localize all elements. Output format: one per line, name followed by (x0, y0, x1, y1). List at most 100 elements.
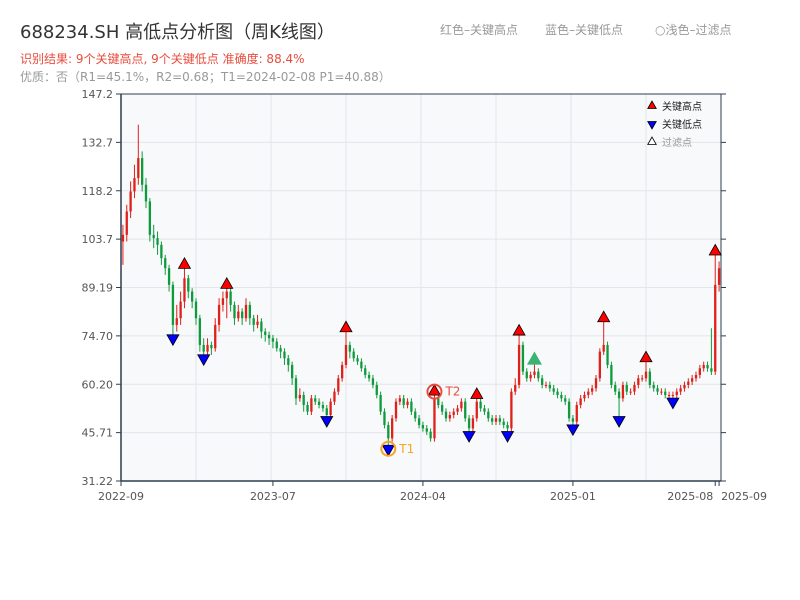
candle-body (633, 384, 636, 392)
key-high-marker (639, 350, 653, 363)
candle-body (714, 284, 717, 372)
candle-body (591, 388, 594, 392)
candle-body (664, 391, 667, 395)
candle (306, 401, 309, 415)
candle-body (183, 278, 186, 302)
candle (383, 408, 386, 429)
candle (433, 391, 436, 442)
candle-body (414, 411, 417, 419)
candle-body (441, 404, 444, 412)
y-tick-label: 31.22 (82, 475, 114, 488)
candle (656, 384, 659, 395)
y-tick-label: 132.7 (82, 136, 114, 149)
candle-body (233, 304, 236, 319)
candle (710, 328, 713, 375)
candle (456, 404, 459, 415)
x-tick-label: 2025-01 (550, 490, 596, 503)
y-tick-label: 60.20 (82, 378, 114, 391)
candle (333, 388, 336, 405)
y-tick-label: 147.2 (82, 88, 114, 101)
key-high-marker (177, 257, 192, 269)
candle-body (121, 234, 125, 242)
candle-body (606, 344, 609, 365)
y-tick-label: 103.7 (82, 233, 114, 246)
key-low-marker (666, 397, 680, 410)
candle (294, 374, 298, 405)
annotation-label-t1: T1 (398, 442, 414, 456)
key-high-marker (708, 243, 722, 256)
x-tick-label: 2023-07 (250, 490, 296, 503)
candle-body (598, 351, 601, 379)
candle-body (306, 404, 309, 412)
candle (641, 374, 644, 382)
candle-body (379, 394, 382, 412)
candle-body (429, 431, 432, 439)
candle (483, 404, 486, 415)
candle (502, 418, 505, 429)
candle-body (175, 318, 178, 325)
candle-body (221, 298, 225, 305)
key-high-marker (597, 310, 611, 323)
candle-body (425, 428, 428, 432)
x-tick-label: 2024-04 (400, 490, 446, 503)
candle (621, 381, 625, 402)
candle-body (525, 371, 528, 379)
candle (514, 378, 517, 395)
candle-body (629, 391, 632, 393)
candle-body (687, 381, 690, 385)
candle-body (537, 371, 540, 379)
candle-body (321, 404, 325, 409)
candle (583, 391, 586, 402)
candle-body (164, 258, 167, 269)
candle (175, 304, 178, 332)
candle-body (417, 418, 421, 426)
candle-body (464, 401, 467, 419)
candle (414, 408, 417, 422)
candle (279, 344, 282, 359)
candle-body (510, 391, 513, 429)
candle-body (487, 411, 490, 419)
candle-body (614, 384, 617, 392)
candle (594, 374, 598, 392)
filtered-point-marker (526, 351, 542, 365)
candle (191, 288, 194, 309)
candle (375, 381, 378, 399)
candle-body (444, 411, 448, 419)
candle-body (694, 374, 698, 379)
candle-body (548, 384, 551, 389)
candle-body (264, 331, 267, 335)
candle-body (625, 384, 628, 392)
candle (579, 394, 582, 409)
candle-body (252, 318, 255, 325)
candle-body (375, 384, 378, 395)
candle (156, 231, 159, 255)
candle (529, 371, 532, 382)
candle-body (717, 268, 721, 285)
candle (137, 124, 140, 185)
candle-body (583, 394, 586, 399)
candle (464, 398, 467, 422)
candle (164, 254, 167, 275)
candle (702, 361, 705, 372)
candle-body (241, 311, 244, 319)
candle (248, 301, 251, 325)
candle (683, 381, 686, 392)
candle (548, 381, 551, 392)
candle-body (594, 378, 598, 389)
candle (541, 374, 544, 389)
candle-body (214, 324, 217, 349)
candle (341, 361, 344, 382)
candle-body (206, 344, 209, 352)
candle (371, 374, 375, 389)
candle-body (521, 344, 525, 372)
candle-body (344, 344, 348, 365)
candle-body (671, 394, 675, 396)
candle (314, 394, 317, 405)
candle-body (494, 418, 498, 422)
y-tick-label: 74.70 (82, 330, 114, 343)
candle (629, 388, 632, 395)
candle (310, 394, 313, 415)
candle (244, 298, 248, 322)
candle (352, 348, 355, 362)
